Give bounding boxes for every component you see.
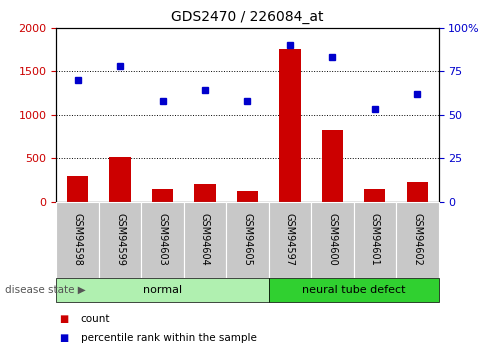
Text: GSM94598: GSM94598 — [73, 213, 83, 266]
Bar — [237, 190, 258, 202]
Bar — [322, 130, 343, 202]
Text: GSM94602: GSM94602 — [412, 213, 422, 266]
Bar — [152, 189, 173, 202]
Text: GSM94597: GSM94597 — [285, 213, 295, 266]
Text: normal: normal — [143, 285, 182, 295]
Bar — [109, 157, 131, 202]
Title: GDS2470 / 226084_at: GDS2470 / 226084_at — [171, 10, 324, 24]
Text: GSM94604: GSM94604 — [200, 214, 210, 266]
Text: percentile rank within the sample: percentile rank within the sample — [81, 333, 257, 343]
Bar — [195, 184, 216, 202]
Text: ■: ■ — [59, 314, 68, 324]
Text: GSM94601: GSM94601 — [370, 214, 380, 266]
Text: GSM94599: GSM94599 — [115, 213, 125, 266]
Text: GSM94603: GSM94603 — [157, 214, 168, 266]
Text: disease state ▶: disease state ▶ — [5, 285, 86, 295]
Text: count: count — [81, 314, 110, 324]
Text: neural tube defect: neural tube defect — [302, 285, 405, 295]
Text: GSM94600: GSM94600 — [327, 214, 338, 266]
Bar — [67, 176, 88, 202]
Text: GSM94605: GSM94605 — [243, 213, 252, 266]
Bar — [407, 182, 428, 202]
Bar — [279, 49, 300, 202]
Text: ■: ■ — [59, 333, 68, 343]
Bar — [364, 189, 386, 202]
